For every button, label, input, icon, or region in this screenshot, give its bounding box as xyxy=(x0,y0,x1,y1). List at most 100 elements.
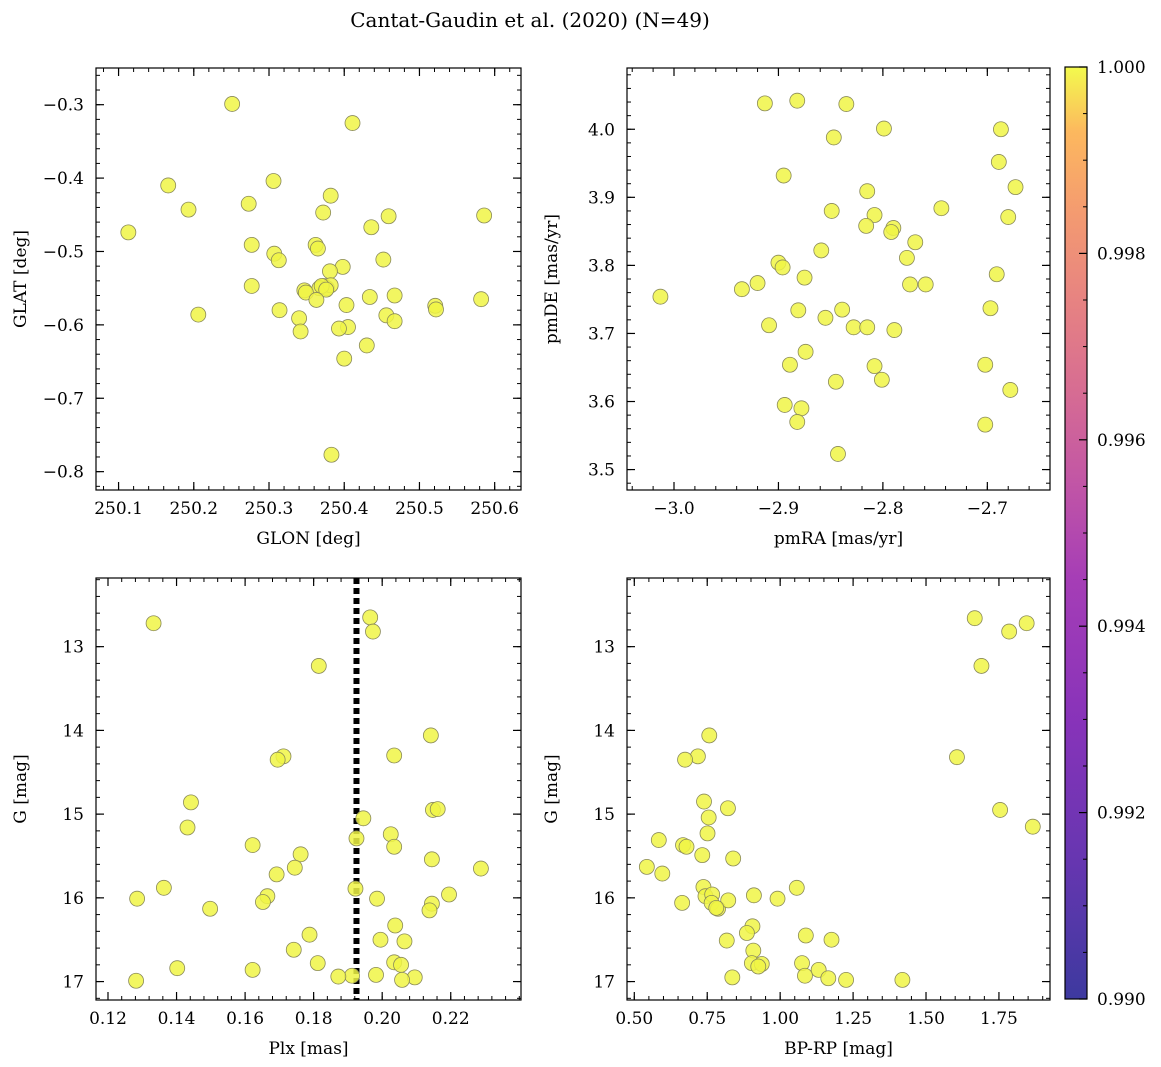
colorbar-tick-label: 0.990 xyxy=(1097,990,1146,1010)
data-point xyxy=(817,309,834,326)
data-point xyxy=(270,252,287,269)
data-point xyxy=(323,446,340,463)
data-point xyxy=(286,859,303,876)
x-tick-label: 250.1 xyxy=(94,499,143,519)
data-point xyxy=(775,167,792,184)
x-tick-label: 250.5 xyxy=(395,499,444,519)
data-point xyxy=(363,219,380,236)
data-point xyxy=(394,972,410,988)
data-point xyxy=(797,343,814,360)
data-point xyxy=(387,917,404,934)
data-point xyxy=(1001,623,1018,640)
data-point xyxy=(396,933,413,950)
data-point xyxy=(310,658,327,674)
ticks xyxy=(627,578,1050,1000)
data-point xyxy=(724,969,741,986)
x-axis-label: Plx [mas] xyxy=(268,1039,348,1059)
data-point xyxy=(750,958,767,975)
data-point xyxy=(761,317,777,334)
data-point xyxy=(917,276,934,293)
data-point xyxy=(292,846,309,863)
data-point xyxy=(796,269,813,286)
data-point xyxy=(789,414,806,430)
data-point xyxy=(982,300,999,317)
data-point xyxy=(790,302,807,319)
data-point xyxy=(701,727,718,744)
data-point xyxy=(344,967,360,984)
data-point xyxy=(368,966,384,983)
panel-1: 250.1 250.2 250.3 250.4 250.5 250.6 −0.3 −0.4 −0… xyxy=(11,67,522,549)
data-point xyxy=(746,887,762,904)
data-point xyxy=(725,850,742,867)
data-point xyxy=(372,931,389,948)
x-tick-label: 250.4 xyxy=(320,499,369,519)
x-tick-label: 1.75 xyxy=(980,1009,1018,1029)
data-point xyxy=(315,204,332,221)
data-point xyxy=(699,825,716,842)
data-point xyxy=(271,302,288,319)
data-point xyxy=(169,960,186,977)
colorbar-ticks: 0.990 0.992 0.994 0.996 0.998 1.000 xyxy=(1079,58,1146,1010)
x-tick-label: 250.2 xyxy=(169,499,218,519)
ticks xyxy=(96,578,521,1000)
data-point xyxy=(155,879,172,896)
data-point xyxy=(308,292,325,308)
data-point xyxy=(749,275,766,291)
data-point xyxy=(428,301,444,318)
y-tick-label: −0.3 xyxy=(43,96,84,116)
points xyxy=(120,96,493,463)
data-point xyxy=(330,968,347,985)
data-point xyxy=(859,183,876,200)
data-point xyxy=(677,751,693,768)
axes-frame xyxy=(95,577,522,1001)
data-point xyxy=(789,92,806,109)
points xyxy=(128,609,489,989)
data-point xyxy=(813,242,830,259)
data-point xyxy=(244,961,261,978)
data-point xyxy=(322,263,338,280)
data-point xyxy=(422,727,439,744)
y-tick-label: 3.7 xyxy=(588,324,615,344)
data-point xyxy=(769,890,786,907)
data-point xyxy=(949,749,965,766)
y-axis-label: G [mag] xyxy=(11,754,31,823)
colorbar: 0.990 0.992 0.994 0.996 0.998 1.000 xyxy=(1064,58,1146,1010)
data-point xyxy=(160,177,177,194)
x-tick-label: 0.20 xyxy=(363,1009,401,1029)
x-tick-label: −2.8 xyxy=(862,499,903,519)
data-point xyxy=(793,400,810,417)
y-tick-label: −0.5 xyxy=(43,242,84,262)
data-point xyxy=(240,195,257,212)
data-point xyxy=(365,623,381,640)
data-point xyxy=(825,129,842,146)
data-point xyxy=(694,847,711,864)
y-tick-label: −0.8 xyxy=(43,463,84,483)
data-point xyxy=(285,941,302,958)
colorbar-tick-label: 0.996 xyxy=(1097,431,1146,451)
data-point xyxy=(243,278,260,294)
data-point xyxy=(347,880,364,897)
data-point xyxy=(977,416,994,433)
data-point xyxy=(902,276,918,293)
data-point xyxy=(358,337,375,354)
axes-frame xyxy=(626,67,1051,491)
data-point xyxy=(301,926,318,943)
data-point xyxy=(1018,615,1035,632)
data-point xyxy=(990,154,1007,170)
axes-frame xyxy=(95,67,522,491)
data-point xyxy=(472,860,489,877)
data-point xyxy=(244,837,261,853)
panels: 250.1 250.2 250.3 250.4 250.5 250.6 −0.3 −0.4 −0… xyxy=(11,67,1051,1059)
data-point xyxy=(386,747,403,764)
y-tick-label: 15 xyxy=(593,805,615,825)
data-point xyxy=(291,310,307,327)
data-point xyxy=(654,865,671,882)
data-point xyxy=(873,371,890,388)
data-point xyxy=(386,313,403,330)
data-point xyxy=(322,187,339,204)
data-point xyxy=(977,356,994,373)
data-point xyxy=(993,121,1009,138)
data-point xyxy=(858,218,875,234)
x-tick-label: −2.7 xyxy=(967,499,1008,519)
